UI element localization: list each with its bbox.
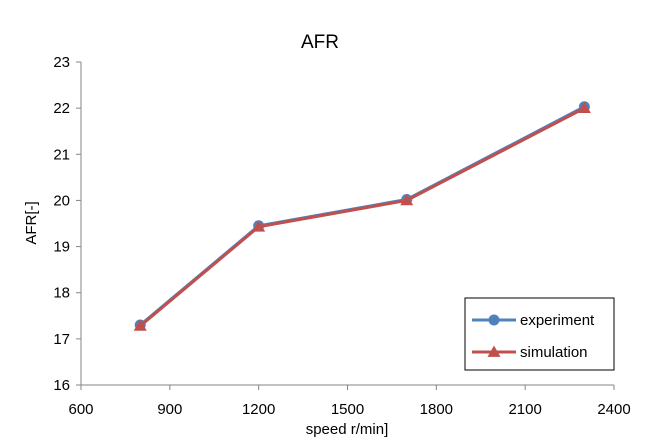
x-axis-label: speed r/min] bbox=[306, 421, 389, 438]
series-simulation bbox=[133, 101, 591, 331]
series-layer bbox=[133, 101, 591, 331]
x-tick-label: 2400 bbox=[597, 401, 630, 418]
x-tick-label: 1200 bbox=[242, 401, 275, 418]
y-tick-label: 16 bbox=[53, 377, 70, 394]
data-point-simulation bbox=[252, 220, 266, 232]
legend-marker-experiment bbox=[488, 314, 500, 326]
y-tick-label: 23 bbox=[53, 54, 70, 71]
y-tick-label: 21 bbox=[53, 146, 70, 163]
y-axis-label: AFR[-] bbox=[23, 201, 40, 244]
data-point-simulation bbox=[133, 319, 147, 331]
y-axis-ticks: 16 17 18 19 20 21 22 23 bbox=[53, 54, 81, 394]
y-tick-label: 22 bbox=[53, 100, 70, 117]
legend-marker-simulation bbox=[487, 345, 501, 357]
x-tick-label: 1800 bbox=[420, 401, 453, 418]
series-experiment bbox=[134, 101, 590, 331]
legend: experiment simulation bbox=[464, 297, 615, 371]
x-tick-label: 900 bbox=[157, 401, 182, 418]
legend-label-experiment: experiment bbox=[520, 312, 595, 329]
series-line-simulation bbox=[139, 106, 586, 328]
x-tick-label: 2100 bbox=[508, 401, 541, 418]
series-line-experiment bbox=[139, 105, 586, 327]
data-point-simulation bbox=[577, 101, 591, 114]
y-tick-label: 19 bbox=[53, 239, 70, 256]
data-point-simulation bbox=[400, 193, 414, 206]
x-tick-label: 1500 bbox=[331, 401, 364, 418]
chart-title: AFR bbox=[301, 32, 339, 53]
x-axis-ticks: 600 900 1200 1500 1800 2100 2400 bbox=[68, 385, 631, 418]
y-tick-label: 20 bbox=[53, 192, 70, 209]
legend-box bbox=[464, 297, 615, 371]
y-tick-label: 17 bbox=[53, 331, 70, 348]
y-tick-label: 18 bbox=[53, 285, 70, 302]
legend-label-simulation: simulation bbox=[520, 344, 588, 361]
x-tick-label: 600 bbox=[68, 401, 93, 418]
